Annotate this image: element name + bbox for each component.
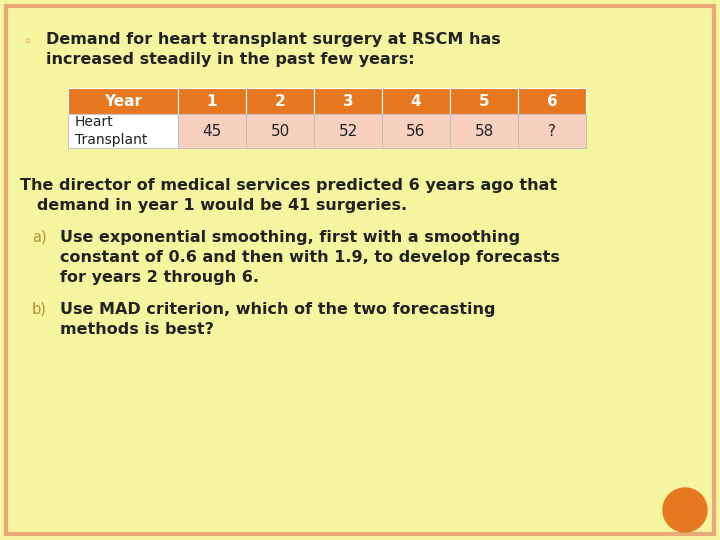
Text: ◦: ◦: [24, 35, 32, 49]
Bar: [518, 114, 586, 148]
Text: 50: 50: [271, 124, 289, 138]
Bar: [450, 88, 518, 114]
Text: Year: Year: [104, 93, 142, 109]
Text: ?: ?: [548, 124, 556, 138]
Text: 3: 3: [343, 93, 354, 109]
Bar: [518, 88, 586, 114]
Bar: [68, 88, 178, 114]
Text: 4: 4: [410, 93, 421, 109]
Bar: [178, 88, 246, 114]
Text: 56: 56: [406, 124, 426, 138]
Text: The director of medical services predicted 6 years ago that: The director of medical services predict…: [20, 178, 557, 193]
Text: 58: 58: [474, 124, 494, 138]
Text: 52: 52: [338, 124, 358, 138]
Bar: [246, 114, 314, 148]
Text: demand in year 1 would be 41 surgeries.: demand in year 1 would be 41 surgeries.: [20, 198, 407, 213]
Text: Use MAD criterion, which of the two forecasting: Use MAD criterion, which of the two fore…: [60, 302, 495, 317]
Bar: [246, 88, 314, 114]
Text: 2: 2: [274, 93, 285, 109]
Text: constant of 0.6 and then with 1.9, to develop forecasts: constant of 0.6 and then with 1.9, to de…: [60, 250, 560, 265]
Text: for years 2 through 6.: for years 2 through 6.: [60, 270, 259, 285]
Text: Demand for heart transplant surgery at RSCM has: Demand for heart transplant surgery at R…: [46, 32, 500, 47]
Text: 5: 5: [479, 93, 490, 109]
Text: methods is best?: methods is best?: [60, 322, 214, 337]
Text: a): a): [32, 230, 47, 245]
Text: increased steadily in the past few years:: increased steadily in the past few years…: [46, 52, 415, 67]
Text: Use exponential smoothing, first with a smoothing: Use exponential smoothing, first with a …: [60, 230, 520, 245]
Bar: [178, 114, 246, 148]
Bar: [314, 114, 382, 148]
Text: b): b): [32, 302, 47, 317]
FancyBboxPatch shape: [6, 6, 714, 534]
Bar: [382, 114, 450, 148]
Text: Heart
Transplant: Heart Transplant: [75, 115, 148, 147]
Text: 6: 6: [546, 93, 557, 109]
Text: 45: 45: [202, 124, 222, 138]
Bar: [68, 114, 178, 148]
Circle shape: [663, 488, 707, 532]
Text: 1: 1: [207, 93, 217, 109]
Bar: [450, 114, 518, 148]
Bar: [314, 88, 382, 114]
Bar: [382, 88, 450, 114]
